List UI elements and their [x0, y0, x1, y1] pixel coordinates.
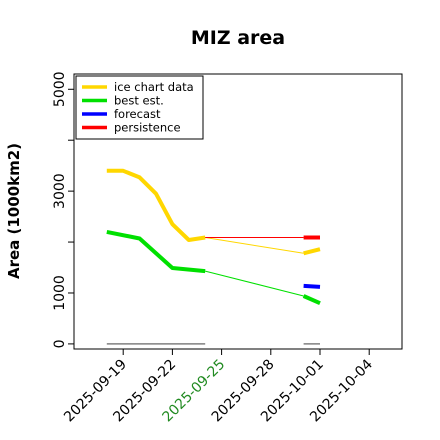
series-line-ice-chart-data-0	[106, 168, 206, 242]
chart-title: MIZ area	[191, 27, 285, 49]
y-tick-label: 5000	[52, 71, 68, 107]
series-line-best-est--3	[106, 229, 206, 274]
series-line-best-est-extension--4	[205, 270, 304, 297]
y-axis-label: Area (1000km2)	[5, 143, 23, 279]
y-tick-label: 1000	[52, 275, 68, 311]
legend-entry-label: best est.	[114, 94, 164, 108]
y-tick-label: 3000	[52, 173, 68, 209]
plot-frame	[73, 73, 403, 350]
series-line-best-est-projection--5	[302, 294, 321, 306]
series-line-ice-chart-data-projection--2	[303, 247, 321, 256]
series-line-forecast-8	[303, 283, 321, 289]
series-line-ice-chart-data-extension--1	[205, 237, 304, 254]
legend-entry-label: persistence	[114, 121, 181, 135]
legend-entry-label: forecast	[114, 107, 161, 121]
y-tick-label: 0	[52, 339, 68, 348]
legend-entry-label: ice chart data	[114, 80, 194, 94]
